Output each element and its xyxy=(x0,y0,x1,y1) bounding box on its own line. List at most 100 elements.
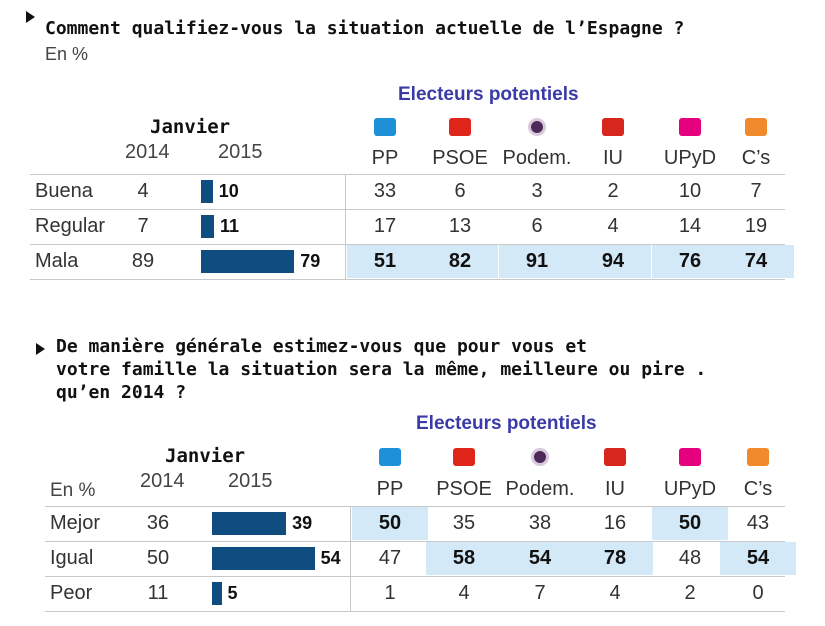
year-2014-header: 2014 xyxy=(140,470,185,492)
pp-logo-icon xyxy=(379,448,401,466)
row-label: Igual xyxy=(50,547,94,569)
group-label: Electeurs potentiels xyxy=(398,84,579,105)
col-pp-header: PP xyxy=(376,478,404,500)
value-2015: 5 xyxy=(227,583,238,603)
col-iu-value: 2 xyxy=(607,180,619,202)
row-divider xyxy=(45,506,785,507)
group-label: Electeurs potentiels xyxy=(416,413,597,434)
iu-logo-icon xyxy=(604,448,626,466)
value-2014: 4 xyxy=(137,180,149,202)
value-2015: 54 xyxy=(320,548,341,568)
col-upyd-value: 50 xyxy=(652,507,728,540)
year-2015-header: 2015 xyxy=(228,470,273,492)
col-podemos-value: 3 xyxy=(531,180,543,202)
col-cs-header: C’s xyxy=(743,478,773,500)
col-iu-value: 4 xyxy=(609,582,621,604)
col-iu-value: 94 xyxy=(575,245,651,278)
janvier-label: Janvier xyxy=(150,116,231,138)
unit-label: En % xyxy=(45,44,89,64)
col-iu-value: 78 xyxy=(577,542,653,575)
col-iu-value: 16 xyxy=(603,512,627,534)
value-2015: 11 xyxy=(219,216,239,236)
bar-2015 xyxy=(212,547,315,570)
cs-logo-icon xyxy=(745,118,767,136)
col-upyd-header: UPyD xyxy=(663,478,717,500)
row-label: Mejor xyxy=(50,512,101,534)
bar-2015 xyxy=(212,582,222,605)
col-psoe-value: 35 xyxy=(452,512,476,534)
row-divider xyxy=(30,209,785,210)
question-2-title-line1: De manière générale estimez-vous que pou… xyxy=(56,336,588,357)
col-podemos-value: 7 xyxy=(534,582,546,604)
row-divider xyxy=(45,541,785,542)
upyd-logo-icon xyxy=(679,118,701,136)
col-psoe-header: PSOE xyxy=(432,147,488,169)
row-divider xyxy=(45,611,785,612)
col-podemos-value: 38 xyxy=(528,512,552,534)
bar-2015 xyxy=(212,512,287,535)
col-upyd-value: 48 xyxy=(678,547,702,569)
bullet-icon xyxy=(26,11,35,23)
value-2014: 7 xyxy=(137,215,149,237)
value-2014: 36 xyxy=(146,512,170,534)
bar-2015 xyxy=(201,180,213,203)
col-podemos-header: Podem. xyxy=(505,478,575,500)
col-podemos-value: 54 xyxy=(502,542,578,575)
value-2014: 50 xyxy=(146,547,170,569)
col-pp-value: 17 xyxy=(373,215,397,237)
bullet-icon xyxy=(36,343,45,355)
bar-2015 xyxy=(201,215,214,238)
col-podemos-value: 91 xyxy=(499,245,575,278)
col-pp-value: 50 xyxy=(352,507,428,540)
col-iu-header: IU xyxy=(605,478,625,500)
value-2014: 89 xyxy=(131,250,155,272)
value-2015: 39 xyxy=(292,513,313,533)
question-2-title-line2: votre famille la situation sera la même,… xyxy=(56,359,707,380)
row-divider xyxy=(30,174,785,175)
year-2014-header: 2014 xyxy=(125,141,170,163)
col-psoe-header: PSOE xyxy=(436,478,492,500)
col-upyd-value: 10 xyxy=(678,180,702,202)
column-divider xyxy=(350,506,351,611)
col-pp-value: 33 xyxy=(373,180,397,202)
col-cs-value: 74 xyxy=(718,245,794,278)
psoe-logo-icon xyxy=(453,448,475,466)
col-cs-value: 0 xyxy=(752,582,764,604)
col-podemos-header: Podem. xyxy=(502,147,572,169)
year-2015-header: 2015 xyxy=(218,141,263,163)
row-label: Mala xyxy=(35,250,79,272)
bar-2015 xyxy=(201,250,295,273)
podemos-logo-icon xyxy=(531,448,549,466)
row-label: Peor xyxy=(50,582,93,604)
podemos-logo-icon xyxy=(528,118,546,136)
value-2015: 79 xyxy=(300,251,321,271)
iu-logo-icon xyxy=(602,118,624,136)
unit-label: En % xyxy=(50,480,96,501)
col-pp-value: 51 xyxy=(347,245,423,278)
col-upyd-value: 76 xyxy=(652,245,728,278)
col-pp-value: 1 xyxy=(384,582,396,604)
question-2-title-line3: qu’en 2014 ? xyxy=(56,382,187,403)
row-label: Buena xyxy=(35,180,93,202)
col-psoe-value: 13 xyxy=(448,215,472,237)
row-label: Regular xyxy=(35,215,106,237)
col-cs-header: C’s xyxy=(741,147,771,169)
value-2015: 10 xyxy=(218,181,239,201)
col-pp-header: PP xyxy=(371,147,399,169)
janvier-label: Janvier xyxy=(165,445,246,467)
col-psoe-value: 6 xyxy=(454,180,466,202)
col-iu-value: 4 xyxy=(607,215,619,237)
row-divider xyxy=(45,576,785,577)
col-pp-value: 47 xyxy=(378,547,402,569)
cs-logo-icon xyxy=(747,448,769,466)
column-divider xyxy=(345,174,346,279)
col-podemos-value: 6 xyxy=(531,215,543,237)
col-cs-value: 7 xyxy=(750,180,762,202)
col-cs-value: 54 xyxy=(720,542,796,575)
col-psoe-value: 4 xyxy=(458,582,470,604)
row-divider xyxy=(30,244,785,245)
col-cs-value: 43 xyxy=(746,512,770,534)
col-iu-header: IU xyxy=(603,147,623,169)
value-2014: 11 xyxy=(147,582,169,604)
